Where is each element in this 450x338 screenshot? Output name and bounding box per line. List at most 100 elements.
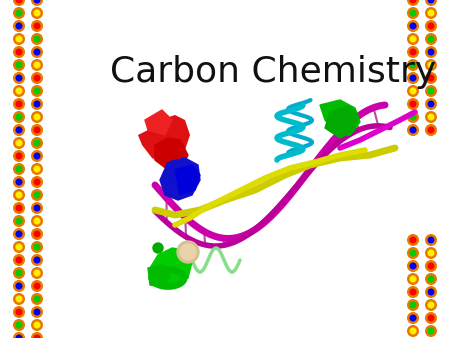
Circle shape: [31, 59, 43, 71]
Circle shape: [407, 286, 419, 298]
Circle shape: [428, 263, 435, 269]
Polygon shape: [138, 115, 190, 165]
Circle shape: [180, 244, 196, 260]
Circle shape: [428, 35, 435, 43]
Circle shape: [31, 0, 43, 6]
Circle shape: [31, 111, 43, 123]
Circle shape: [407, 20, 419, 32]
Circle shape: [425, 247, 437, 259]
Circle shape: [407, 46, 419, 58]
Circle shape: [15, 126, 22, 134]
Circle shape: [425, 124, 437, 136]
Circle shape: [407, 72, 419, 84]
Circle shape: [425, 33, 437, 45]
Text: Carbon Chemistry: Carbon Chemistry: [110, 55, 436, 89]
Circle shape: [410, 328, 417, 335]
Circle shape: [13, 267, 25, 279]
Circle shape: [407, 312, 419, 324]
Circle shape: [33, 204, 40, 212]
Circle shape: [428, 249, 435, 257]
Circle shape: [31, 85, 43, 97]
Circle shape: [33, 114, 40, 121]
Polygon shape: [145, 110, 172, 135]
Circle shape: [425, 85, 437, 97]
Circle shape: [425, 299, 437, 311]
Circle shape: [428, 74, 435, 81]
Circle shape: [428, 314, 435, 321]
Circle shape: [425, 234, 437, 246]
Circle shape: [33, 152, 40, 160]
Circle shape: [428, 0, 435, 3]
Circle shape: [13, 59, 25, 71]
Circle shape: [15, 257, 22, 264]
Circle shape: [15, 35, 22, 43]
Circle shape: [13, 150, 25, 162]
Circle shape: [31, 7, 43, 19]
Circle shape: [425, 46, 437, 58]
Circle shape: [410, 263, 417, 269]
Circle shape: [13, 215, 25, 227]
Circle shape: [428, 48, 435, 55]
Circle shape: [31, 332, 43, 338]
Circle shape: [428, 301, 435, 309]
Circle shape: [33, 178, 40, 186]
Circle shape: [15, 114, 22, 121]
Circle shape: [428, 289, 435, 295]
Circle shape: [425, 111, 437, 123]
Circle shape: [13, 85, 25, 97]
Circle shape: [33, 269, 40, 276]
Circle shape: [410, 35, 417, 43]
Circle shape: [15, 74, 22, 81]
Circle shape: [33, 283, 40, 290]
Circle shape: [33, 335, 40, 338]
Circle shape: [425, 20, 437, 32]
Circle shape: [407, 85, 419, 97]
Circle shape: [15, 231, 22, 238]
Circle shape: [425, 7, 437, 19]
Circle shape: [407, 325, 419, 337]
Circle shape: [410, 237, 417, 243]
Circle shape: [407, 260, 419, 272]
Circle shape: [31, 98, 43, 110]
Circle shape: [425, 286, 437, 298]
Circle shape: [428, 88, 435, 95]
Circle shape: [33, 309, 40, 315]
Polygon shape: [155, 138, 188, 170]
Circle shape: [15, 204, 22, 212]
Circle shape: [428, 126, 435, 134]
Circle shape: [33, 126, 40, 134]
Circle shape: [15, 140, 22, 146]
Circle shape: [33, 74, 40, 81]
Circle shape: [31, 176, 43, 188]
Circle shape: [407, 98, 419, 110]
Circle shape: [33, 295, 40, 303]
Circle shape: [15, 309, 22, 315]
Circle shape: [407, 124, 419, 136]
Circle shape: [33, 35, 40, 43]
Circle shape: [13, 33, 25, 45]
Circle shape: [15, 62, 22, 69]
Circle shape: [425, 0, 437, 6]
Circle shape: [407, 59, 419, 71]
Circle shape: [425, 98, 437, 110]
Circle shape: [33, 166, 40, 172]
Circle shape: [153, 243, 163, 253]
Circle shape: [407, 33, 419, 45]
Circle shape: [31, 267, 43, 279]
Circle shape: [407, 299, 419, 311]
Circle shape: [410, 74, 417, 81]
Circle shape: [410, 88, 417, 95]
Circle shape: [13, 46, 25, 58]
Circle shape: [407, 7, 419, 19]
Circle shape: [13, 306, 25, 318]
Circle shape: [13, 137, 25, 149]
Circle shape: [177, 241, 199, 263]
Circle shape: [31, 202, 43, 214]
Circle shape: [31, 72, 43, 84]
Circle shape: [410, 100, 417, 107]
Circle shape: [31, 20, 43, 32]
Circle shape: [410, 126, 417, 134]
Circle shape: [13, 0, 25, 6]
Circle shape: [15, 88, 22, 95]
Circle shape: [15, 166, 22, 172]
